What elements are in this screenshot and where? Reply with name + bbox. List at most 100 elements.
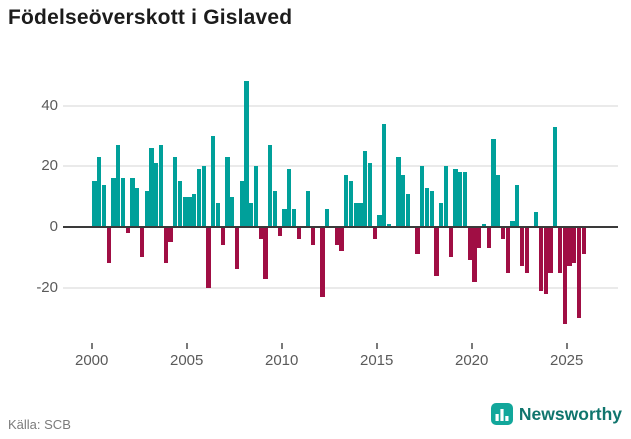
bar-2011-q3 [310, 227, 316, 246]
x-axis-label: 2025 [550, 352, 584, 369]
bar-2017-q2 [420, 166, 425, 227]
bar-2016-q1 [396, 157, 401, 227]
bar-2005-q4 [201, 166, 206, 227]
bar-2003-q3 [158, 145, 164, 227]
bar-2007-q3 [234, 227, 240, 270]
bar-2014-q2 [363, 151, 368, 227]
bar-2018-q1 [434, 227, 439, 276]
bar-2022-q2 [515, 184, 520, 227]
bar-2004-q2 [173, 157, 178, 227]
bar-2004-q1 [168, 227, 173, 243]
x-axis-label: 2010 [265, 352, 299, 369]
bar-2010-q2 [287, 169, 292, 227]
bar-2025-q2 [572, 227, 577, 264]
bar-2001-q2 [116, 145, 121, 227]
bar-2015-q2 [382, 123, 387, 227]
bar-2022-q1 [510, 220, 515, 227]
bar-2009-q3 [272, 190, 278, 227]
gridline-y20 [63, 165, 618, 168]
bar-2021-q4 [505, 227, 510, 273]
x-axis-tick [280, 343, 283, 349]
bar-2014-q4 [372, 227, 377, 240]
bar-2010-q3 [291, 208, 297, 227]
bar-2017-q3 [424, 187, 430, 227]
bar-2009-q1 [263, 227, 268, 279]
x-axis-tick [90, 343, 93, 349]
bar-2010-q1 [282, 208, 287, 227]
bar-2024-q1 [548, 227, 553, 273]
bar-2007-q2 [230, 196, 235, 227]
bar-2008-q1 [244, 81, 249, 227]
newsworthy-logo[interactable]: Newsworthy [490, 403, 622, 425]
bar-2023-q4 [543, 227, 548, 294]
bar-2024-q2 [553, 126, 558, 227]
bar-2012-q1 [320, 227, 325, 297]
bar-2009-q4 [277, 227, 282, 237]
source-note: Källa: SCB [8, 417, 71, 432]
bar-2008-q4 [258, 227, 263, 240]
y-axis-label: 40 [41, 96, 58, 114]
bar-2015-q3 [386, 223, 392, 227]
bar-2014-q3 [367, 163, 373, 227]
bar-2003-q4 [163, 227, 168, 264]
x-axis-label: 2005 [170, 352, 204, 369]
bar-2025-q1 [567, 227, 572, 267]
bar-2005-q3 [196, 169, 202, 227]
x-axis-label: 2020 [455, 352, 489, 369]
bar-2023-q3 [538, 227, 544, 291]
bar-2004-q3 [177, 181, 183, 227]
bar-2016-q3 [405, 193, 411, 227]
bar-2008-q3 [253, 166, 259, 227]
bar-2013-q1 [339, 227, 344, 252]
bar-2006-q1 [206, 227, 211, 288]
bar-2002-q4 [144, 190, 149, 227]
bar-2002-q3 [139, 227, 145, 258]
bar-2006-q3 [215, 202, 221, 227]
x-axis-zero-line [63, 225, 618, 228]
bar-2009-q2 [268, 145, 273, 227]
logo-text: Newsworthy [518, 403, 622, 424]
x-axis-label: 2015 [360, 352, 394, 369]
bar-chart-icon [490, 403, 513, 425]
bar-2001-q3 [120, 178, 126, 227]
bar-2000-q1 [92, 181, 97, 227]
bar-2015-q1 [377, 214, 382, 227]
x-axis-tick [470, 343, 473, 349]
x-axis-tick [565, 343, 568, 349]
bar-2014-q1 [358, 202, 363, 227]
bar-2001-q1 [111, 178, 116, 227]
bar-2024-q4 [562, 227, 567, 325]
bar-2000-q4 [106, 227, 111, 264]
bar-2007-q1 [225, 157, 230, 227]
y-axis-label: 0 [49, 218, 58, 235]
bar-2005-q1 [187, 196, 192, 227]
bar-2010-q4 [296, 227, 301, 240]
bar-2025-q3 [576, 227, 582, 319]
bar-2013-q3 [348, 181, 354, 227]
bar-2006-q2 [211, 135, 216, 227]
bar-2001-q4 [125, 227, 130, 234]
x-axis-tick [185, 343, 188, 349]
bar-2011-q2 [306, 190, 311, 227]
bar-2003-q2 [154, 163, 159, 227]
bar-2012-q4 [334, 227, 339, 246]
bar-2020-q2 [477, 227, 482, 249]
bar-2017-q4 [429, 190, 434, 227]
bar-2021-q3 [500, 227, 506, 240]
bar-2006-q4 [220, 227, 225, 246]
bar-2004-q4 [182, 196, 187, 227]
bar-2021-q2 [496, 175, 501, 227]
bar-2020-q4 [486, 227, 491, 249]
bar-2008-q2 [249, 202, 254, 227]
bar-2002-q1 [130, 178, 135, 227]
bar-2021-q1 [491, 139, 496, 227]
y-axis-label: -20 [36, 278, 58, 296]
bar-2018-q2 [439, 202, 444, 227]
bar-2019-q3 [462, 172, 468, 227]
bar-2020-q1 [472, 227, 477, 282]
bar-2000-q2 [97, 157, 102, 227]
gridline-y-20 [63, 286, 618, 289]
x-axis-label: 2000 [75, 352, 109, 369]
